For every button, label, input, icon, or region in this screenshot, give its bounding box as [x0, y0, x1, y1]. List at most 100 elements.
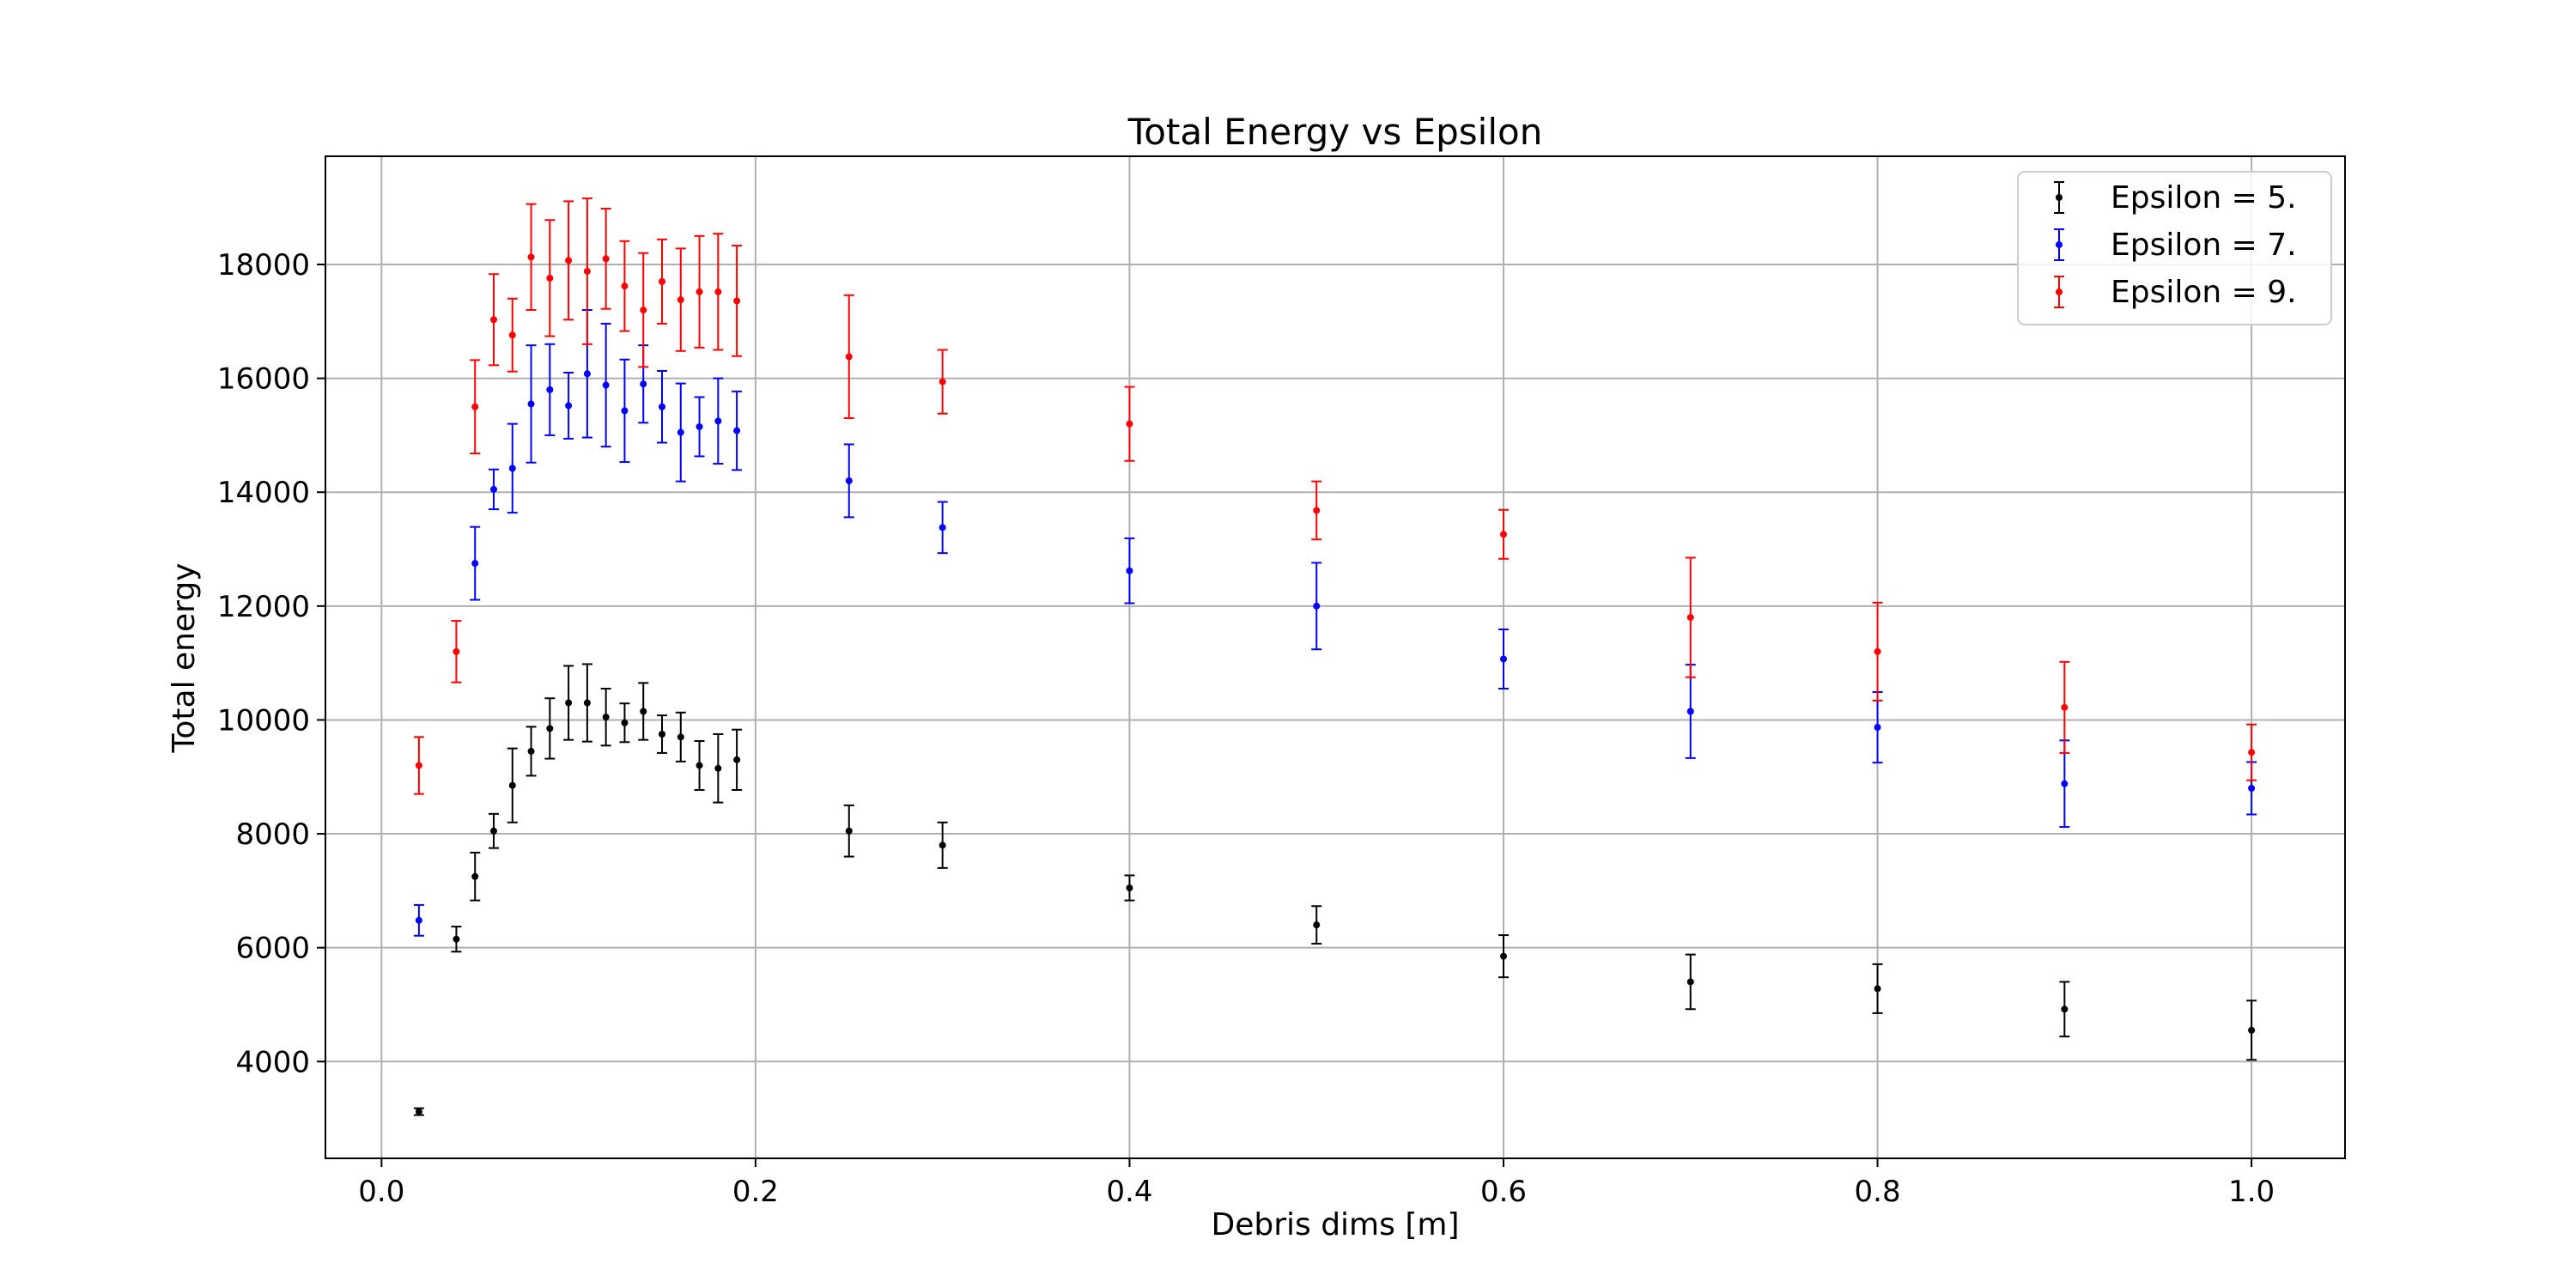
data-point [845, 477, 853, 484]
legend: Epsilon = 5. Epsilon = 7. Epsilon = 9. [2017, 171, 2332, 325]
data-point [546, 725, 554, 732]
y-tick-label: 12000 [217, 590, 310, 624]
data-point [1686, 708, 1694, 715]
y-tick-label: 8000 [235, 817, 310, 852]
legend-marker-point [2056, 241, 2063, 248]
data-point [659, 731, 665, 738]
data-point [471, 560, 479, 568]
y-tick-label: 18000 [217, 248, 310, 283]
data-point [508, 331, 516, 339]
data-point [508, 465, 516, 472]
data-point [508, 781, 516, 789]
data-point [415, 916, 422, 924]
data-point [696, 288, 703, 295]
data-point [1313, 921, 1321, 929]
y-axis-label: Total energy [167, 563, 202, 754]
legend-label: Epsilon = 9. [2111, 275, 2297, 310]
data-point [415, 1108, 422, 1115]
data-point [621, 719, 629, 726]
data-point [640, 380, 647, 388]
data-point [1686, 614, 1694, 622]
data-point [659, 277, 665, 285]
legend-entry: Epsilon = 5. [2054, 180, 2297, 216]
data-point [845, 827, 853, 835]
x-tick-label: 0.0 [358, 1175, 404, 1209]
y-tick-label: 14000 [217, 476, 310, 510]
x-tick-label: 1.0 [2228, 1175, 2275, 1209]
data-point [490, 316, 497, 324]
data-point [1500, 655, 1507, 663]
data-point [845, 353, 853, 361]
legend-marker-point [2056, 289, 2063, 295]
data-point [527, 747, 535, 755]
data-point [1686, 978, 1694, 986]
y-axis: 4000 6000 8000 10000 12000 14000 16000 18000 [217, 248, 325, 1079]
data-point [2061, 1005, 2069, 1013]
data-point [714, 288, 722, 295]
data-point [453, 935, 460, 943]
y-tick-label: 4000 [235, 1045, 310, 1079]
x-tick-label: 0.4 [1106, 1175, 1152, 1209]
data-point [621, 407, 629, 415]
data-point [696, 762, 703, 769]
plot-frame [325, 155, 2346, 1159]
x-tick-label: 0.6 [1480, 1175, 1527, 1209]
data-point [714, 417, 722, 425]
data-point [527, 400, 535, 408]
data-point [1313, 507, 1321, 514]
data-point [490, 485, 497, 493]
data-point [621, 283, 629, 290]
data-point [565, 699, 573, 707]
data-point [1126, 567, 1133, 574]
data-point [2061, 780, 2069, 787]
data-point [714, 764, 722, 772]
data-point [565, 257, 573, 264]
x-axis-label: Debris dims [m] [1211, 1207, 1459, 1242]
data-point [939, 378, 946, 386]
series-3 [413, 197, 2257, 795]
data-point [1500, 952, 1507, 960]
legend-marker-point [2056, 194, 2063, 201]
x-tick-label: 0.8 [1855, 1175, 1901, 1209]
series-2 [413, 309, 2257, 937]
legend-entry: Epsilon = 7. [2054, 228, 2297, 263]
data-point [677, 428, 684, 436]
data-point [659, 403, 665, 410]
data-point [583, 267, 591, 275]
data-point [565, 402, 573, 410]
legend-entry: Epsilon = 9. [2054, 275, 2297, 310]
legend-label: Epsilon = 5. [2111, 180, 2297, 216]
data-point [2248, 785, 2256, 793]
y-tick-label: 10000 [217, 703, 310, 738]
legend-box [2017, 171, 2332, 325]
data-point [546, 386, 554, 393]
data-point [677, 733, 684, 741]
data-point [490, 827, 497, 835]
data-point [602, 381, 610, 389]
data-point [583, 699, 591, 707]
data-point [453, 647, 460, 655]
x-axis: 0.0 0.2 0.4 0.6 0.8 1.0 [358, 1158, 2275, 1209]
data-point [1313, 602, 1321, 610]
data-point [2061, 703, 2069, 711]
series-layer [413, 197, 2257, 1116]
chart-title: Total Energy vs Epsilon [1127, 111, 1543, 153]
data-point [583, 370, 591, 378]
x-tick-label: 0.2 [732, 1175, 779, 1209]
data-point [1874, 985, 1881, 993]
data-point [2248, 1026, 2256, 1034]
data-point [2248, 749, 2256, 756]
y-tick-label: 6000 [235, 932, 310, 966]
data-point [527, 253, 535, 261]
data-point [602, 255, 610, 263]
data-point [415, 762, 422, 769]
data-point [1874, 724, 1881, 732]
legend-label: Epsilon = 7. [2111, 228, 2297, 263]
data-point [1874, 647, 1881, 655]
data-point [696, 422, 703, 430]
data-point [733, 297, 741, 305]
data-point [939, 524, 946, 532]
grid [325, 156, 2345, 1158]
data-point [471, 872, 479, 880]
